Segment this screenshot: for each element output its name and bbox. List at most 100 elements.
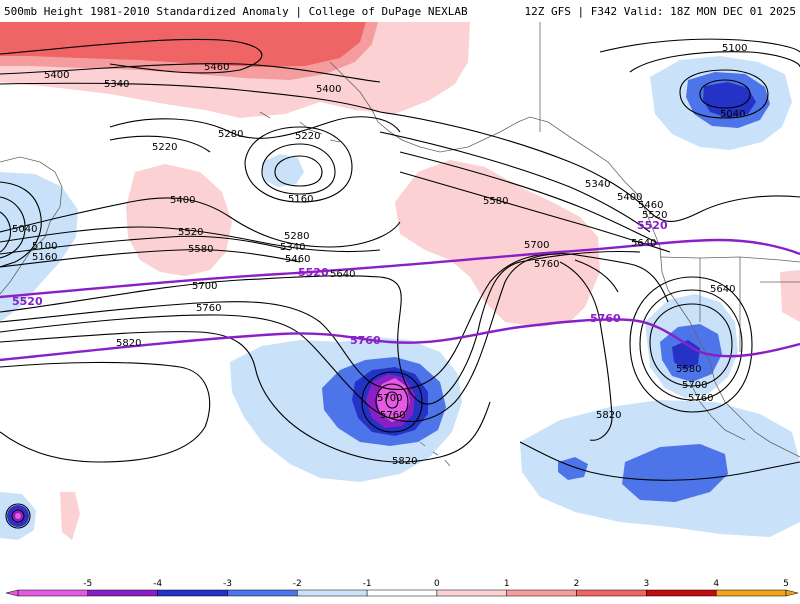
contour-label: 5640 — [330, 269, 355, 280]
contour-5820-southeast — [519, 441, 800, 481]
contour-5460-west — [0, 226, 381, 253]
header-bar: 500mb Height 1981-2010 Standardized Anom… — [0, 0, 800, 22]
legend-color-segment — [227, 589, 298, 597]
anomaly-area-neg2-southeast — [622, 444, 728, 502]
contour-label: 5340 — [280, 242, 305, 253]
legend-tick-label: -3 — [223, 579, 232, 589]
contour-label: 5100 — [32, 241, 57, 252]
contour-5040-west — [0, 181, 42, 268]
contour-5760-east — [574, 259, 619, 293]
contour-label: 5400 — [170, 195, 195, 206]
contour-label: 5340 — [585, 179, 610, 190]
legend-color-segment — [576, 589, 647, 597]
anomaly-area-pos1-west — [126, 164, 232, 276]
positive-anomaly-shading — [0, 22, 800, 540]
contour-label: 5160 — [288, 194, 313, 205]
contour-label: 5820 — [392, 456, 417, 467]
contour-5160-northeast — [629, 51, 800, 73]
coastline-hawaii — [419, 441, 451, 467]
legend-tick-labels: -5 -4 -3 -2 -1 0 1 2 3 4 5 — [83, 579, 789, 589]
contour-label: 5760 — [688, 393, 713, 404]
contour-southwest-low-inner — [11, 509, 25, 523]
contour-label: 5580 — [676, 364, 701, 375]
map-svg: 5460 5400 5340 5400 5280 5220 5220 5160 … — [0, 22, 800, 577]
contour-5400-east — [379, 131, 651, 233]
legend-tick-label: 0 — [434, 579, 440, 589]
contour-5400-north — [0, 63, 381, 83]
legend-arrow-left — [5, 589, 19, 597]
legend-color-segment — [87, 589, 158, 597]
legend-tick-label: -1 — [363, 579, 372, 589]
contour-label: 5640 — [710, 284, 735, 295]
legend-tick-label: 1 — [504, 579, 510, 589]
legend-color-segment — [297, 589, 368, 597]
purple-contour-5520 — [0, 238, 800, 299]
anomaly-area-neg2-southeast-small — [558, 457, 588, 480]
contour-5820-center — [0, 331, 491, 463]
coastline-aleutians — [259, 111, 341, 143]
contour-label: 5760 — [534, 259, 559, 270]
contour-5160-north-low — [261, 143, 336, 195]
contour-label: 5280 — [218, 129, 243, 140]
map-panel: 5460 5400 5340 5400 5280 5220 5220 5160 … — [0, 22, 800, 577]
coastline-russia — [0, 156, 63, 295]
legend-color-segment — [17, 589, 89, 597]
contour-label: 5520 — [642, 210, 667, 221]
contour-5520-west — [0, 235, 291, 255]
legend-color-bar — [5, 589, 799, 597]
contour-label: 5040 — [12, 224, 37, 235]
legend-tick-label: -4 — [153, 579, 162, 589]
height-contours — [0, 38, 800, 529]
contour-5640-center-low — [375, 383, 409, 419]
contour-label: 5040 — [720, 109, 745, 120]
anomaly-area-neg1-center-small — [262, 154, 304, 187]
legend-tick-label: -2 — [293, 579, 302, 589]
contour-label: 5340 — [104, 79, 129, 90]
purple-contour-label: 5520 — [298, 266, 329, 279]
contour-label: 5220 — [295, 131, 320, 142]
contour-label: 5580 — [188, 244, 213, 255]
contour-5700-low-east — [629, 276, 753, 413]
coastline-canada-west — [639, 196, 716, 383]
color-scale-legend: -5 -4 -3 -2 -1 0 1 2 3 4 5 — [0, 577, 800, 600]
contour-5460-east — [399, 151, 661, 245]
purple-contour-label: 5760 — [590, 312, 621, 325]
contour-5700-center — [0, 253, 571, 390]
contour-label: 5760 — [196, 303, 221, 314]
contour-4980-northeast — [699, 79, 751, 109]
legend-tick-label: 3 — [644, 579, 650, 589]
contour-5580-west — [0, 249, 301, 268]
contour-label: 5520 — [178, 227, 203, 238]
contour-5100-northeast — [599, 38, 800, 53]
contour-label: 5820 — [116, 338, 141, 349]
contour-5220-north-left — [109, 135, 211, 153]
purple-contour-5760 — [0, 318, 800, 362]
contour-label: 5640 — [631, 238, 656, 249]
contour-5340-east — [379, 111, 800, 222]
anomaly-area-neg5-southwest — [15, 513, 21, 519]
contour-5640-center — [0, 250, 641, 405]
contour-5700-east — [569, 253, 669, 303]
contour-label: 5700 — [377, 393, 402, 404]
anomaly-area-neg3-northeast — [703, 82, 756, 118]
coastline-mexico — [689, 381, 746, 441]
legend-tick-label: 2 — [574, 579, 580, 589]
contour-label: 5100 — [722, 43, 747, 54]
legend-tick-label: 5 — [783, 579, 789, 589]
coastline-baja — [714, 381, 800, 458]
anomaly-area-pos1-southwest — [60, 492, 80, 540]
contour-5400-west — [0, 197, 401, 248]
contour-label: 5760 — [380, 410, 405, 421]
contour-label: 5460 — [285, 254, 310, 265]
contour-label: 5220 — [152, 142, 177, 153]
contour-label: 5400 — [617, 192, 642, 203]
purple-contour-label: 5520 — [12, 295, 43, 308]
legend-arrow-right — [785, 589, 799, 597]
legend-color-segment — [436, 589, 507, 597]
reference-contours — [0, 238, 800, 362]
contour-5580-center-low — [385, 391, 399, 409]
contour-5700-center-low — [361, 371, 423, 433]
legend-tick-label: -5 — [83, 579, 92, 589]
contour-5280-north — [109, 116, 401, 139]
map-title: 500mb Height 1981-2010 Standardized Anom… — [4, 4, 468, 18]
